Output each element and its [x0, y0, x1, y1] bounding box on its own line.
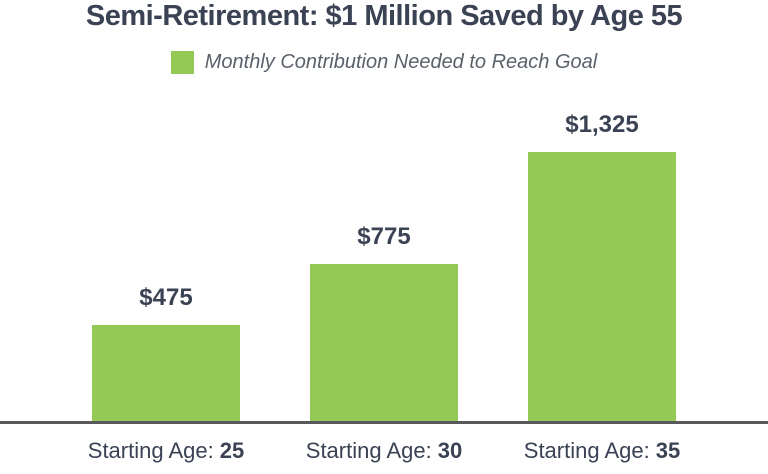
x-axis-label: Starting Age: 35 — [493, 438, 711, 464]
bar-value-label: $775 — [357, 223, 411, 250]
x-axis-label-prefix: Starting Age: — [305, 438, 432, 463]
x-axis-label-age: 30 — [437, 438, 463, 463]
bar — [310, 264, 458, 421]
x-axis-labels: Starting Age: 25 Starting Age: 30 Starting… — [57, 438, 711, 464]
chart-title: Semi-Retirement: $1 Million Saved by Age… — [85, 0, 683, 32]
x-axis-label-age: 25 — [219, 438, 245, 463]
bar-value-label: $475 — [139, 284, 193, 311]
bar-group: $475 — [57, 100, 275, 421]
x-axis-label: Starting Age: 25 — [57, 438, 275, 464]
bar — [528, 152, 676, 421]
bar-group: $1,325 — [493, 100, 711, 421]
x-axis-label-prefix: Starting Age: — [523, 438, 650, 463]
plot-area: $475 $775 $1,325 — [57, 100, 711, 421]
x-axis-label-prefix: Starting Age: — [87, 438, 214, 463]
x-axis-label-age: 35 — [655, 438, 681, 463]
bar — [92, 325, 240, 421]
legend-swatch-icon — [170, 50, 194, 74]
legend-label: Monthly Contribution Needed to Reach Goa… — [204, 50, 598, 73]
bar-group: $775 — [275, 100, 493, 421]
legend: Monthly Contribution Needed to Reach Goa… — [0, 50, 768, 74]
x-axis-label: Starting Age: 30 — [275, 438, 493, 464]
x-axis-line — [0, 421, 768, 424]
bar-value-label: $1,325 — [565, 111, 639, 138]
